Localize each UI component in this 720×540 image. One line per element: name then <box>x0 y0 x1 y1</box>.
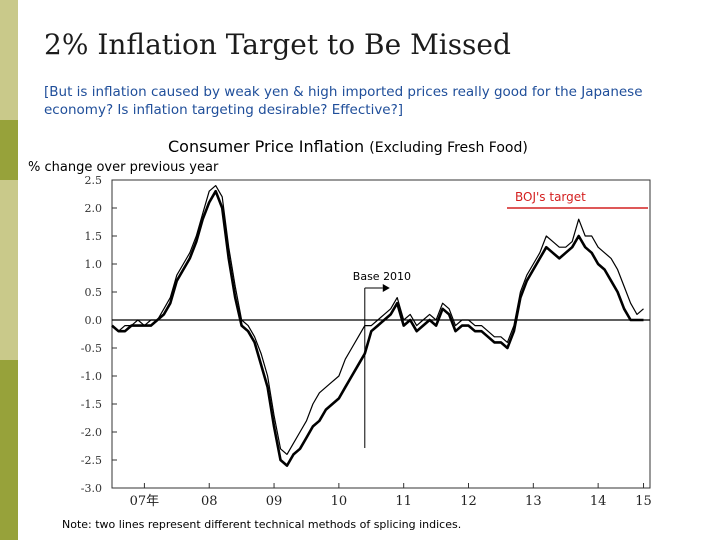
y-tick-label: -2.0 <box>81 426 102 439</box>
y-tick-label: -1.0 <box>81 370 102 383</box>
y-axis: 2.5 2.0 1.5 1.0 0.5 0.0 -0.5 -1.0 -1.5 -2.0 -2.5 -3… <box>81 174 117 495</box>
y-tick-label: -2.5 <box>81 454 102 467</box>
base-2010-label: Base 2010 <box>353 270 411 283</box>
base-2010-arrowhead <box>382 284 390 292</box>
annotation-layer: BOJ's target Base 2010 <box>353 190 648 448</box>
boj-target-label: BOJ's target <box>515 190 586 204</box>
plot-frame <box>111 179 651 489</box>
y-axis-unit-label: % change over previous year <box>28 160 219 175</box>
x-tick-label: 13 <box>525 494 542 509</box>
series-line-b <box>111 189 644 467</box>
chart-title-main: Consumer Price Inflation <box>168 137 365 156</box>
x-tick-label: 12 <box>460 494 477 509</box>
series-layer <box>111 185 644 467</box>
side-bar-accent <box>0 360 18 540</box>
y-tick-label: 1.5 <box>85 230 103 243</box>
x-tick-label: 08 <box>201 494 218 509</box>
x-tick-label: 11 <box>395 494 412 509</box>
x-tick-label: 15 <box>635 494 652 509</box>
y-tick-label: -3.0 <box>81 482 102 495</box>
x-tick-label: 10 <box>331 494 348 509</box>
chart-note: Note: two lines represent different tech… <box>62 518 462 531</box>
x-tick-label: 07年 <box>130 494 160 509</box>
y-tick-label: -0.5 <box>81 342 102 355</box>
y-tick-label: 0.5 <box>85 286 103 299</box>
y-tick-label: 2.5 <box>85 174 103 187</box>
chart-title-suffix: (Excluding Fresh Food) <box>369 140 528 156</box>
chart-title: Consumer Price Inflation (Excluding Fres… <box>168 137 528 156</box>
series-line-a <box>111 185 644 455</box>
x-tick-label: 09 <box>266 494 283 509</box>
side-decoration-bar <box>0 0 18 540</box>
slide-title: 2% Inflation Target to Be Missed <box>44 28 511 61</box>
side-bar-accent <box>0 120 18 180</box>
y-tick-label: 1.0 <box>85 258 103 271</box>
y-tick-label: -1.5 <box>81 398 102 411</box>
slide-subtitle: [But is inflation caused by weak yen & h… <box>44 84 643 118</box>
x-axis: 07年 08 09 10 11 12 13 14 15 <box>130 483 652 509</box>
y-tick-label: 2.0 <box>85 202 103 215</box>
x-tick-label: 14 <box>590 494 607 509</box>
y-tick-label: 0.0 <box>85 314 103 327</box>
